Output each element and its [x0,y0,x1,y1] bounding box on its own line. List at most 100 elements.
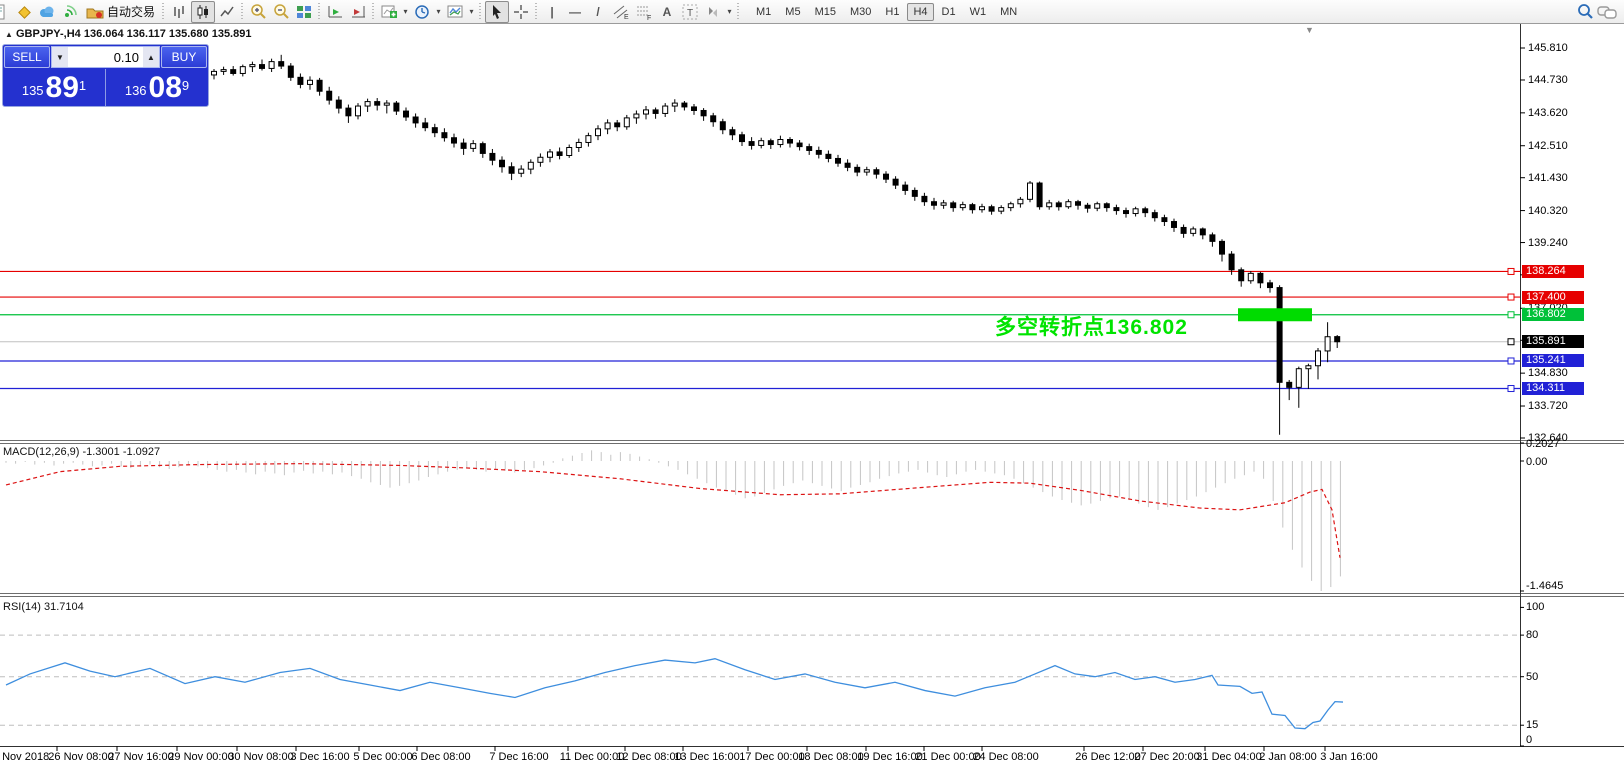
timeframe-button-M1[interactable]: M1 [756,5,772,18]
sell-button[interactable]: SELL [4,46,50,68]
signals-icon[interactable] [59,2,81,22]
bar-chart-icon[interactable] [168,2,190,22]
autotrading-button[interactable]: 自动交易 [82,2,159,22]
chart-shift-marker-icon[interactable]: ▼ [1305,25,1314,35]
candle-body [691,106,697,111]
line-chart-icon[interactable] [216,2,238,22]
trendline-tool[interactable]: / [596,4,600,19]
candle-body [911,189,918,197]
timeframe-button-M5[interactable]: M5 [785,5,801,18]
auto-scroll-icon[interactable] [324,2,346,22]
line-end-marker [1507,311,1515,319]
candle-body [844,162,851,168]
candle-body [719,121,726,131]
candle-body [902,184,909,191]
text-tool[interactable]: A [662,4,672,19]
candle-body [268,61,275,69]
crosshair-icon[interactable] [510,2,532,22]
candle-body [959,204,966,209]
candle-body [566,146,573,156]
candle-body [777,139,784,146]
candle-body [1027,182,1033,200]
candle-body [1334,336,1341,343]
candle-body [1084,204,1091,209]
rsi-label: RSI(14) 31.7104 [3,601,84,613]
indicators-icon[interactable] [378,2,400,22]
candle-body [489,152,496,161]
candle-body [1295,368,1302,388]
search-icon[interactable] [1574,2,1596,22]
candle-body [883,173,889,180]
timeframe-button-W1[interactable]: W1 [969,5,987,18]
tile-windows-icon[interactable] [293,2,315,22]
cursor-icon[interactable] [485,0,510,23]
candle-body [556,151,563,156]
text-label-tool[interactable]: T [679,2,701,22]
candle-body [518,168,525,174]
candle-body [1199,228,1206,236]
community-icon[interactable] [36,2,58,22]
zoom-in-icon[interactable] [247,2,269,22]
candle-body [1007,203,1014,209]
candlestick-chart-icon[interactable] [191,0,216,23]
candle-body [374,101,381,106]
timeframe-button-M30[interactable]: M30 [849,5,872,18]
candle-body [1142,208,1149,214]
line-end-marker [1507,385,1515,393]
candle-body [873,169,880,175]
vertical-line-tool[interactable]: | [550,4,554,19]
highlight-box [1238,308,1312,322]
sell-price[interactable]: 135 89 1 [3,69,106,106]
timeframe-button-H1[interactable]: H1 [885,5,900,18]
candle-body [451,137,457,144]
zoom-out-icon[interactable] [270,2,292,22]
toolbar-separator [316,2,324,21]
buy-price-big: 08 [148,71,182,104]
horizontal-line-tool[interactable]: — [569,4,582,19]
buy-price-sup: 9 [181,78,190,93]
candle-body [969,204,976,211]
candle-body [681,102,688,108]
candle-body [1151,212,1158,219]
volume-input[interactable] [68,47,143,67]
turning-point-annotation: 多空转折点136.802 [995,316,1188,339]
line-end-marker [1507,357,1515,365]
candle-body [537,156,544,163]
timeframe-button-H4[interactable]: H4 [907,2,934,21]
candle-body [1103,203,1110,209]
candle-body [355,105,361,117]
arrows-tool[interactable] [702,2,724,22]
sell-price-sup: 1 [78,78,87,93]
candle-body [623,117,630,128]
timeframe-button-MN[interactable]: MN [1000,5,1018,18]
arrows-dropdown-icon[interactable]: ▾ [727,7,732,16]
chart-shift-icon[interactable] [347,2,369,22]
templates-dropdown-icon[interactable]: ▾ [469,7,474,16]
candle-body [1247,272,1254,282]
candle-body [787,139,793,144]
macd-signal-line [5,463,1341,558]
buy-price[interactable]: 136 08 9 [106,69,208,106]
periods-icon[interactable] [411,2,433,22]
toolbar-separator [370,2,378,21]
fibonacci-tool[interactable]: F [633,2,655,22]
chat-icon[interactable] [1596,2,1618,22]
candle-body [499,159,505,168]
volume-decrease-button[interactable]: ▼ [52,47,68,67]
buy-button[interactable]: BUY [161,46,207,68]
metaeditor-icon[interactable] [13,2,35,22]
periods-dropdown-icon[interactable]: ▾ [436,7,441,16]
templates-icon[interactable] [444,2,466,22]
one-click-trading-panel: SELL ▼ ▲ BUY 135 89 1 136 08 9 [2,44,209,107]
channel-tool[interactable]: E [610,2,632,22]
candle-body [614,122,621,128]
timeframe-button-M15[interactable]: M15 [814,5,836,18]
candle-body [1286,381,1293,388]
candle-body [1036,182,1043,208]
new-order-icon[interactable] [0,2,12,22]
candle-body [643,109,649,115]
indicators-dropdown-icon[interactable]: ▾ [403,7,408,16]
timeframe-button-D1[interactable]: D1 [941,5,956,18]
volume-increase-button[interactable]: ▲ [143,47,159,67]
